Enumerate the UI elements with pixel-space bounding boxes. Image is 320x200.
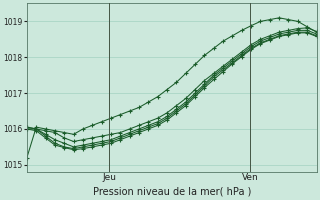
X-axis label: Pression niveau de la mer( hPa ): Pression niveau de la mer( hPa ): [92, 187, 251, 197]
